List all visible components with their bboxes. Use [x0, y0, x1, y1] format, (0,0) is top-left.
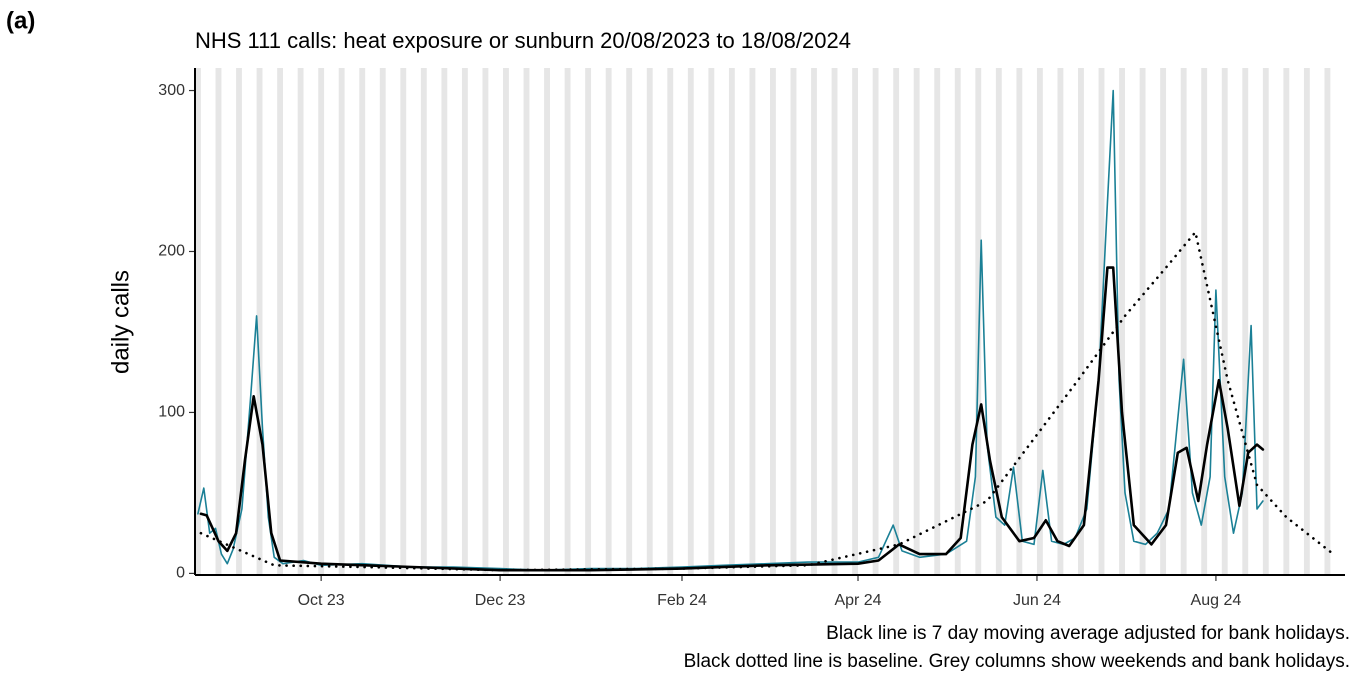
weekend-column	[667, 68, 674, 575]
weekend-column	[1078, 68, 1084, 575]
weekend-column	[1221, 68, 1228, 575]
panel-label: (a)	[6, 7, 35, 34]
weekend-column	[749, 68, 756, 575]
x-tick-label: Aug 24	[1191, 592, 1242, 609]
weekend-column	[831, 68, 838, 575]
weekend-column	[236, 68, 242, 575]
weekend-column	[461, 68, 468, 575]
weekend-column	[605, 68, 612, 575]
x-tick-label: Feb 24	[657, 592, 707, 609]
weekend-column	[585, 68, 592, 575]
weekend-column	[1036, 68, 1043, 575]
x-tick-label: Apr 24	[834, 592, 881, 609]
weekend-column	[441, 68, 448, 575]
weekend-column	[872, 68, 879, 575]
weekend-column	[544, 68, 550, 575]
weekend-column	[400, 68, 407, 575]
weekend-column	[482, 68, 489, 575]
weekend-column	[523, 68, 530, 575]
x-tick-label: Dec 23	[475, 592, 526, 609]
y-tick-label: 0	[176, 565, 185, 582]
weekend-column	[790, 68, 797, 575]
weekend-column	[893, 68, 900, 575]
note: Black dotted line is baseline. Grey colu…	[684, 651, 1350, 672]
weekend-column	[215, 68, 222, 575]
chart-title: NHS 111 calls: heat exposure or sunburn …	[195, 28, 851, 53]
weekend-column	[626, 68, 633, 575]
y-axis-label: daily calls	[107, 270, 134, 374]
x-tick-label: Jun 24	[1013, 592, 1061, 609]
weekend-column	[338, 68, 345, 575]
weekend-column	[1180, 68, 1187, 575]
weekend-column	[852, 68, 859, 575]
y-tick-label: 200	[158, 243, 185, 260]
x-tick-label: Oct 23	[298, 592, 345, 609]
weekend-column	[1324, 68, 1331, 575]
weekend-column	[1201, 68, 1208, 575]
weekend-column	[420, 68, 427, 575]
weekend-column	[708, 68, 715, 575]
weekend-column	[359, 68, 366, 575]
weekend-column	[1283, 68, 1290, 575]
weekend-column	[503, 68, 509, 575]
weekend-column	[564, 68, 571, 575]
weekend-column	[934, 68, 941, 575]
weekend-column	[770, 68, 776, 575]
weekend-column	[379, 68, 386, 575]
weekend-column	[1303, 68, 1310, 575]
weekend-column	[1057, 68, 1064, 575]
note: Black line is 7 day moving average adjus…	[826, 623, 1350, 644]
weekend-column	[1262, 68, 1269, 575]
weekend-column	[1016, 68, 1023, 575]
series-line	[199, 266, 1265, 572]
weekend-column	[975, 68, 982, 575]
weekend-column	[728, 68, 735, 575]
weekend-column	[687, 68, 694, 575]
weekend-column	[297, 68, 304, 575]
weekend-column	[1242, 68, 1249, 575]
weekend-column	[318, 68, 325, 575]
weekend-column	[995, 68, 1002, 575]
weekend-column	[811, 68, 817, 575]
y-tick-label: 300	[158, 82, 185, 99]
weekend-column	[646, 68, 653, 575]
weekend-column	[913, 68, 920, 575]
weekend-column	[256, 68, 263, 575]
weekend-column	[277, 68, 284, 575]
series-line	[199, 230, 1335, 572]
y-tick-label: 100	[158, 404, 185, 421]
weekend-column	[954, 68, 961, 575]
weekend-column	[1139, 68, 1146, 575]
weekend-column	[1160, 68, 1167, 575]
weekend-column	[195, 68, 201, 575]
